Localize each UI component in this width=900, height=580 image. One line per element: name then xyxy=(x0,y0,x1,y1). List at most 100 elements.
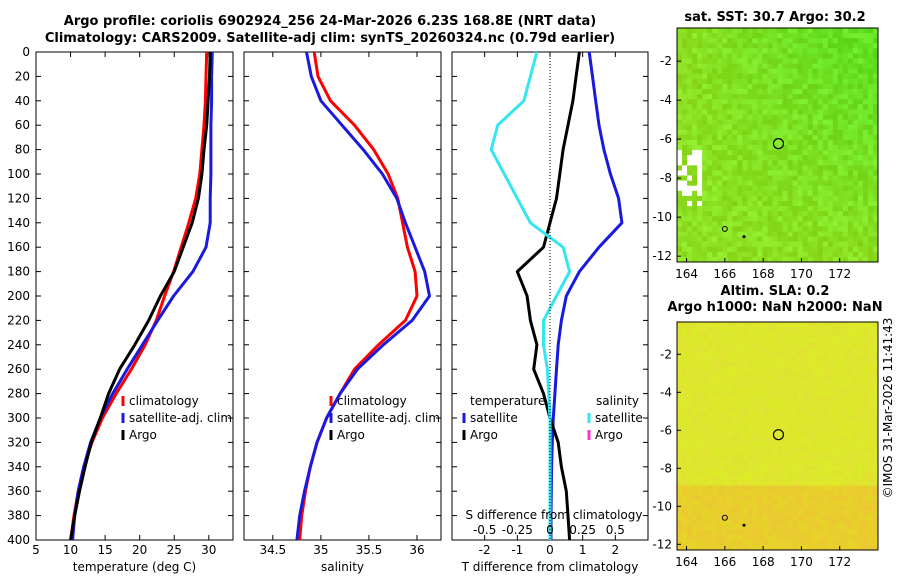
map-cell xyxy=(747,221,753,227)
map-cell xyxy=(812,256,819,263)
map-cell xyxy=(682,109,688,115)
map-cell xyxy=(682,545,688,551)
map-cell xyxy=(677,33,683,39)
map-cell xyxy=(727,190,733,197)
map-cell xyxy=(817,421,824,427)
map-cell xyxy=(762,78,768,85)
map-cell xyxy=(827,530,834,536)
map-cell xyxy=(827,236,834,243)
map-cell xyxy=(792,241,799,248)
map-cell xyxy=(752,535,758,541)
map-cell xyxy=(807,104,814,110)
map-cell xyxy=(707,520,713,526)
map-cell xyxy=(817,104,824,110)
map-cell xyxy=(692,510,698,516)
map-cell xyxy=(727,445,733,452)
map-cell xyxy=(742,63,748,70)
map-cell xyxy=(802,322,809,328)
map-cell xyxy=(752,150,758,156)
map-cell xyxy=(682,89,688,95)
map-cell xyxy=(827,170,834,176)
map-cell xyxy=(747,170,753,176)
map-cell xyxy=(797,445,804,452)
map-cell xyxy=(757,241,763,248)
map-cell xyxy=(742,38,748,44)
map-cell xyxy=(827,540,834,546)
map-cell xyxy=(832,68,839,75)
map-cell xyxy=(767,211,773,217)
map-cell xyxy=(817,119,824,126)
map-ytick-label: -6 xyxy=(660,423,672,437)
map-cell xyxy=(862,510,869,516)
map-cell xyxy=(767,206,773,212)
map-cell xyxy=(702,406,708,412)
map-cell xyxy=(812,525,819,531)
map-cell xyxy=(697,411,703,417)
map-cell xyxy=(782,211,788,217)
depth-tick-label: 120 xyxy=(7,191,30,205)
map-cell xyxy=(787,406,793,412)
depth-tick-label: 140 xyxy=(7,216,30,230)
map-cell xyxy=(732,510,738,516)
map-cell xyxy=(797,99,804,105)
map-cell xyxy=(807,94,814,100)
map-cell xyxy=(757,43,763,49)
map-cell xyxy=(722,510,728,516)
map-cell xyxy=(772,129,778,136)
map-cell xyxy=(742,43,748,49)
map-cell xyxy=(722,396,728,402)
map-cell xyxy=(862,83,869,90)
map-cell xyxy=(732,160,738,166)
map-cell xyxy=(737,401,743,407)
map-cell xyxy=(727,500,733,506)
map-cell xyxy=(802,145,809,151)
map-cell xyxy=(872,145,879,151)
map-cell xyxy=(677,326,683,333)
map-cell xyxy=(757,455,763,462)
map-cell xyxy=(827,356,834,363)
map-cell xyxy=(707,150,713,156)
map-cell xyxy=(777,535,783,541)
map-cell xyxy=(817,221,824,227)
map-cell xyxy=(807,195,814,202)
map-cell xyxy=(782,331,788,338)
map-cell xyxy=(742,53,748,59)
map-cell xyxy=(747,406,753,412)
map-cell xyxy=(872,94,879,100)
map-cell xyxy=(702,520,708,526)
map-cell xyxy=(842,43,849,49)
map-cell xyxy=(747,139,753,146)
map-cell xyxy=(867,485,874,491)
map-cell xyxy=(712,200,718,207)
map-cell xyxy=(822,190,829,197)
map-cell xyxy=(847,190,854,197)
map-cell xyxy=(852,170,859,176)
map-cell xyxy=(747,256,753,263)
map-cell xyxy=(817,160,824,166)
map-cell xyxy=(862,450,869,457)
map-cell xyxy=(862,356,869,363)
map-cell xyxy=(807,426,814,432)
map-cell xyxy=(702,246,708,253)
map-cell xyxy=(707,421,713,427)
map-cell xyxy=(682,94,688,100)
map-cell xyxy=(737,525,743,531)
map-cell xyxy=(772,510,778,516)
map-cell xyxy=(872,160,879,166)
map-cell xyxy=(842,139,849,146)
map-cell xyxy=(747,371,753,377)
map-cell xyxy=(757,510,763,516)
map-cell xyxy=(812,175,819,182)
map-cell xyxy=(832,241,839,248)
map-cell xyxy=(852,251,859,258)
map-cell xyxy=(802,109,809,115)
map-cell xyxy=(787,180,793,187)
map-cell xyxy=(747,129,753,136)
map-cell xyxy=(867,505,874,511)
map-cell xyxy=(872,195,879,202)
map-cell xyxy=(707,381,713,387)
map-cell xyxy=(747,246,753,253)
map-cell xyxy=(852,500,859,506)
map-cell xyxy=(747,134,753,141)
map-cell xyxy=(722,160,728,166)
